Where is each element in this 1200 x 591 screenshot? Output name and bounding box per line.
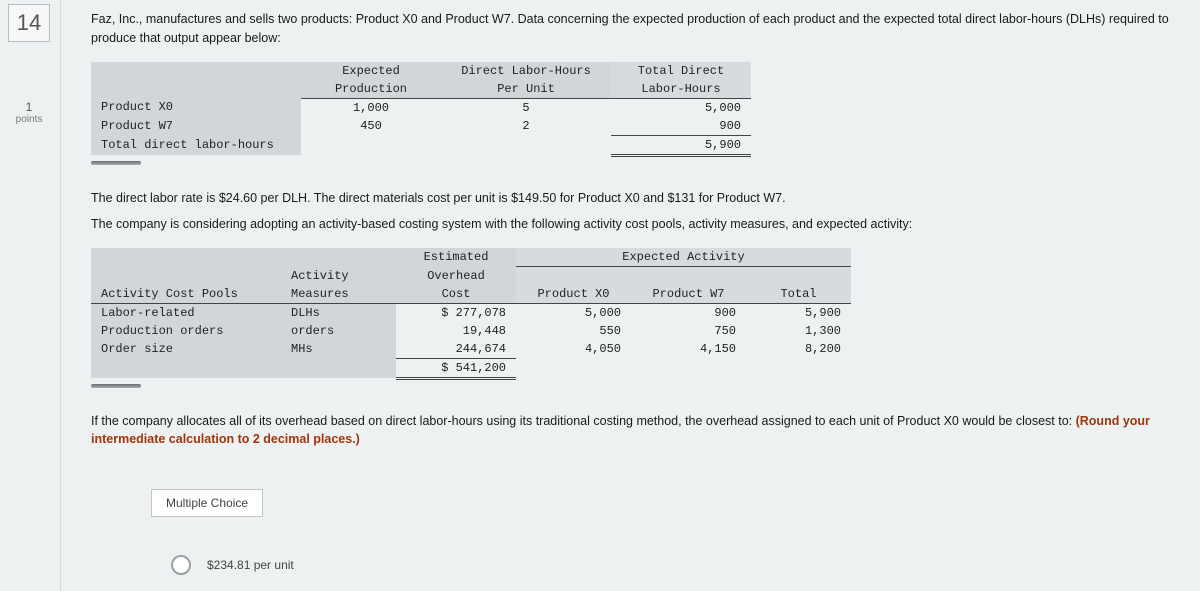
table-row: Order size MHs 244,674 4,050 4,150 8,200: [91, 340, 851, 359]
th-total-l1: Total Direct: [611, 62, 751, 80]
table1-header-row2: Production Per Unit Labor-Hours: [91, 80, 751, 99]
question-number: 14: [17, 10, 41, 36]
multiple-choice-section: Multiple Choice $234.81 per unit: [151, 489, 1184, 575]
choice-row[interactable]: $234.81 per unit: [171, 555, 1184, 575]
production-table: Expected Direct Labor-Hours Total Direct…: [91, 62, 751, 157]
left-gutter: 14 1 points: [0, 0, 61, 591]
table-row: Labor-related DLHs $ 277,078 5,000 900 5…: [91, 303, 851, 322]
scroll-stub: [91, 161, 141, 165]
abc-para: The company is considering adopting an a…: [91, 215, 1184, 234]
intro-text: Faz, Inc., manufactures and sells two pr…: [91, 10, 1184, 48]
points-label: points: [4, 114, 54, 125]
table-row: Product W7 450 2 900: [91, 117, 751, 136]
radio-icon[interactable]: [171, 555, 191, 575]
table2-header-row2: Activity Overhead: [91, 267, 851, 285]
production-table-area: Expected Direct Labor-Hours Total Direct…: [91, 62, 1184, 165]
choice-text: $234.81 per unit: [207, 558, 294, 572]
question-prompt: If the company allocates all of its over…: [91, 412, 1184, 450]
row-label: Total direct labor-hours: [91, 135, 301, 155]
question-lead: If the company allocates all of its over…: [91, 414, 1076, 428]
table2-header-row3: Activity Cost Pools Measures Cost Produc…: [91, 285, 851, 304]
table2-total-row: $ 541,200: [91, 358, 851, 378]
th-dlh-l2: Per Unit: [441, 80, 611, 99]
labor-rate-para: The direct labor rate is $24.60 per DLH.…: [91, 189, 1184, 208]
activity-table: Estimated Expected Activity Activity Ove…: [91, 248, 851, 380]
table-row: Production orders orders 19,448 550 750 …: [91, 322, 851, 340]
points-indicator: 1 points: [4, 100, 54, 125]
row-label: Product W7: [91, 117, 301, 136]
table-row: Product X0 1,000 5 5,000: [91, 98, 751, 117]
question-body: Faz, Inc., manufactures and sells two pr…: [61, 0, 1200, 591]
th-total-l2: Labor-Hours: [611, 80, 751, 99]
question-number-box: 14: [8, 4, 50, 42]
points-value: 1: [4, 100, 54, 114]
multiple-choice-label: Multiple Choice: [151, 489, 263, 517]
activity-table-area: Estimated Expected Activity Activity Ove…: [91, 248, 1184, 388]
table1-total-row: Total direct labor-hours 5,900: [91, 135, 751, 155]
th-expected-activity: Expected Activity: [516, 248, 851, 267]
scroll-stub: [91, 384, 141, 388]
th-expected-l1: Expected: [301, 62, 441, 80]
th-dlh-l1: Direct Labor-Hours: [441, 62, 611, 80]
row-label: Product X0: [91, 98, 301, 117]
table1-header-row1: Expected Direct Labor-Hours Total Direct: [91, 62, 751, 80]
th-expected-l2: Production: [301, 80, 441, 99]
table2-header-row1: Estimated Expected Activity: [91, 248, 851, 267]
